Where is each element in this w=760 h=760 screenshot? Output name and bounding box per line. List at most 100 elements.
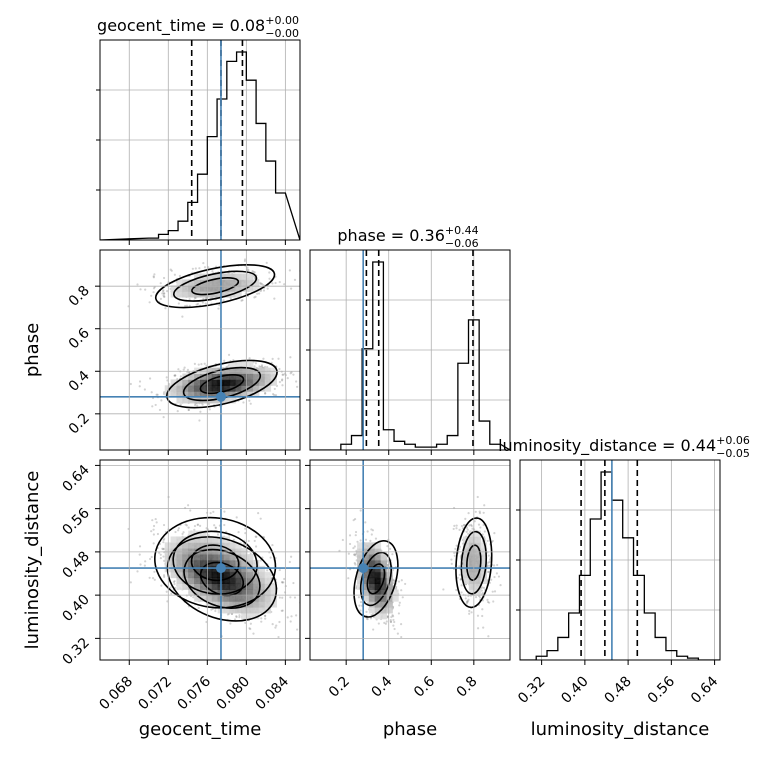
density-cell xyxy=(211,385,219,392)
sample-point xyxy=(384,622,387,625)
sample-point xyxy=(185,524,188,527)
sample-point xyxy=(385,620,388,623)
density-cell xyxy=(252,612,260,620)
density-cell xyxy=(386,589,393,596)
sample-point xyxy=(213,524,216,527)
sample-point xyxy=(248,399,251,402)
sample-point xyxy=(152,291,155,294)
sample-point xyxy=(395,585,398,588)
contour-line xyxy=(190,544,240,582)
density-cell xyxy=(241,612,248,620)
density-cell xyxy=(223,577,230,585)
density-cell xyxy=(229,285,236,292)
density-cell xyxy=(211,373,219,380)
sample-point xyxy=(229,297,232,300)
y-axis-label-phase: phase xyxy=(22,323,43,377)
sample-point xyxy=(295,614,298,617)
sample-point xyxy=(217,307,220,310)
sample-point xyxy=(273,394,276,397)
sample-point xyxy=(187,504,190,507)
density-cell xyxy=(270,601,277,608)
density-cell xyxy=(386,601,393,608)
sample-point xyxy=(164,307,167,310)
density-cell xyxy=(386,583,393,590)
sample-point xyxy=(196,302,200,306)
sample-point xyxy=(163,575,166,578)
density-cell xyxy=(374,607,382,614)
sample-point xyxy=(453,524,456,527)
sample-point xyxy=(290,371,293,374)
sample-point xyxy=(144,560,147,563)
sample-point xyxy=(184,523,187,526)
x-tick-label: 0.084 xyxy=(253,673,293,713)
density-cell xyxy=(264,589,272,596)
sample-point xyxy=(352,546,355,550)
sample-point xyxy=(169,268,172,271)
sample-point xyxy=(155,521,158,524)
density-cell xyxy=(182,548,189,555)
sample-point xyxy=(455,588,458,592)
sample-point xyxy=(211,270,214,273)
contour-line xyxy=(166,359,278,409)
sample-point xyxy=(264,391,267,395)
density-cell xyxy=(229,583,236,590)
sample-point xyxy=(144,288,147,291)
density-cell xyxy=(176,548,183,555)
density-cell xyxy=(182,391,189,398)
density-cell xyxy=(380,595,387,602)
density-cell xyxy=(182,379,189,386)
density-cell xyxy=(241,571,248,579)
density-cell xyxy=(357,577,364,585)
sample-point xyxy=(193,528,196,531)
sample-point xyxy=(264,617,267,620)
panel-frame xyxy=(99,459,301,661)
density-cell xyxy=(188,589,195,596)
density-cell xyxy=(200,571,207,579)
panel-title: geocent_time = 0.08+0.00 xyxy=(97,14,299,36)
sample-point xyxy=(188,298,191,301)
density-cell xyxy=(223,391,230,398)
sample-point xyxy=(260,282,264,286)
density-cell xyxy=(368,577,376,585)
sample-point xyxy=(214,526,217,530)
density-cell xyxy=(182,583,189,590)
density-cell xyxy=(205,279,213,286)
sample-point xyxy=(290,615,293,618)
sample-point xyxy=(181,532,184,536)
sample-point xyxy=(158,542,162,546)
density-cell xyxy=(474,530,482,537)
density-cell xyxy=(474,560,482,567)
density-cell xyxy=(362,589,370,596)
density-cell xyxy=(357,554,364,561)
density-cell xyxy=(264,595,272,602)
x-tick-label: 0.2 xyxy=(326,674,353,701)
density-cell xyxy=(247,285,254,292)
sample-point xyxy=(354,530,358,534)
sample-point xyxy=(474,510,477,513)
sample-point xyxy=(162,555,165,558)
density-cell xyxy=(474,577,482,585)
density-cell xyxy=(194,595,201,602)
truth-marker xyxy=(215,563,226,574)
density-cell xyxy=(205,548,213,555)
contour-line xyxy=(455,517,493,609)
sample-point xyxy=(161,292,164,295)
density-cell xyxy=(368,589,376,596)
sample-point xyxy=(197,363,200,366)
density-cell xyxy=(392,595,399,602)
sample-point xyxy=(129,382,132,386)
sample-point xyxy=(317,360,319,362)
density-cell xyxy=(386,607,393,614)
sample-point xyxy=(487,635,490,638)
sample-point xyxy=(391,614,394,617)
sample-point xyxy=(481,592,484,595)
density-cell xyxy=(170,391,177,398)
sample-point xyxy=(227,353,231,356)
sample-point xyxy=(293,596,297,599)
density-cell xyxy=(176,285,183,292)
sample-point xyxy=(404,582,407,586)
sample-point xyxy=(162,276,166,280)
sample-point xyxy=(481,614,484,618)
density-cell xyxy=(480,577,487,585)
density-cell xyxy=(235,367,242,375)
